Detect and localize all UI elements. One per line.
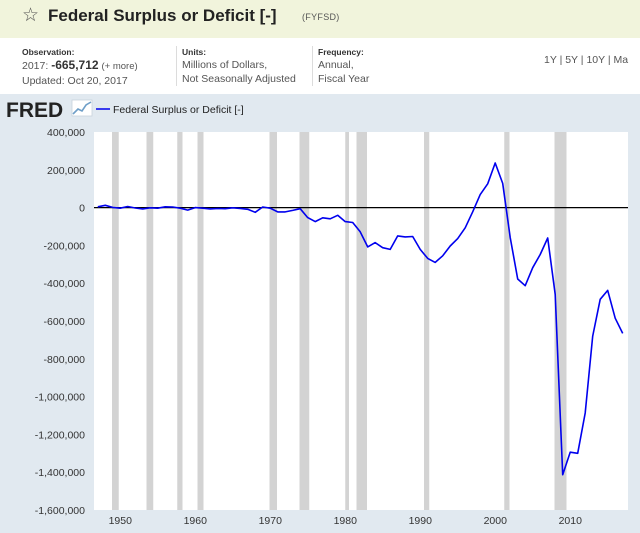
recession-band <box>356 132 367 510</box>
more-link[interactable]: (+ more) <box>101 61 138 72</box>
x-tick-label: 1970 <box>259 515 283 527</box>
y-tick-label: 200,000 <box>47 165 85 177</box>
x-tick-label: 1960 <box>184 515 208 527</box>
range-max[interactable]: Ma <box>613 54 629 66</box>
recession-band <box>299 132 310 510</box>
observation-value: -665,712 <box>51 58 99 72</box>
meta-row: Observation: 2017: -665,712 (+ more) Upd… <box>0 38 640 94</box>
recession-band <box>424 132 430 510</box>
y-tick-label: -1,600,000 <box>35 505 85 517</box>
updated-date: Updated: Oct 20, 2017 <box>22 75 128 87</box>
x-tick-label: 1990 <box>409 515 433 527</box>
frequency-line-1: Annual, <box>318 59 354 71</box>
y-tick-label: -400,000 <box>44 278 86 290</box>
units-block: Units: Millions of Dollars, Not Seasonal… <box>182 46 312 86</box>
series-id: (FYFSD) <box>302 12 340 22</box>
y-tick-label: 0 <box>79 203 85 215</box>
range-10y[interactable]: 10Y <box>586 54 605 66</box>
range-5y[interactable]: 5Y <box>565 54 578 66</box>
recession-band <box>345 132 349 510</box>
line-chart: FRED Federal Surplus or Deficit [-] 400,… <box>6 99 628 527</box>
units-label: Units: <box>182 47 207 57</box>
y-tick-label: -800,000 <box>44 354 86 366</box>
range-links: 1Y | 5Y | 10Y | Ma <box>544 54 629 66</box>
x-tick-label: 1980 <box>334 515 358 527</box>
recession-band <box>269 132 277 510</box>
x-tick-label: 2000 <box>484 515 508 527</box>
frequency-line-2: Fiscal Year <box>318 73 370 85</box>
observation-label: Observation: <box>22 47 75 57</box>
recession-band <box>146 132 154 510</box>
title-bar: ☆ Federal Surplus or Deficit [-] (FYFSD) <box>0 0 640 38</box>
page-title: Federal Surplus or Deficit [-] <box>48 6 277 25</box>
y-tick-label: -1,400,000 <box>35 467 85 479</box>
frequency-label: Frequency: <box>318 47 364 57</box>
observation-date: 2017: <box>22 60 49 72</box>
recession-band <box>177 132 183 510</box>
chart-area: FRED Federal Surplus or Deficit [-] 400,… <box>0 94 640 533</box>
y-tick-label: -1,000,000 <box>35 392 85 404</box>
series-line <box>97 162 624 476</box>
y-tick-label: -200,000 <box>44 240 86 252</box>
x-tick-label: 1950 <box>109 515 133 527</box>
y-tick-label: 400,000 <box>47 127 85 139</box>
range-1y[interactable]: 1Y <box>544 54 557 66</box>
star-icon[interactable]: ☆ <box>22 4 40 26</box>
units-line-2: Not Seasonally Adjusted <box>182 73 296 85</box>
fred-logo-text: FRED <box>6 99 63 122</box>
recession-band <box>112 132 119 510</box>
fred-logo: FRED <box>6 99 93 122</box>
recession-band <box>504 132 510 510</box>
recession-band <box>554 132 567 510</box>
y-tick-label: -600,000 <box>44 316 86 328</box>
frequency-block: Frequency: Annual, Fiscal Year <box>318 46 418 86</box>
recession-band <box>197 132 204 510</box>
legend-label: Federal Surplus or Deficit [-] <box>113 104 244 116</box>
units-line-1: Millions of Dollars, <box>182 59 268 71</box>
observation-block: Observation: 2017: -665,712 (+ more) Upd… <box>22 46 172 88</box>
divider <box>176 46 177 86</box>
divider <box>312 46 313 86</box>
fred-logo-icon <box>71 99 93 117</box>
x-tick-label: 2010 <box>559 515 583 527</box>
y-tick-label: -1,200,000 <box>35 429 85 441</box>
